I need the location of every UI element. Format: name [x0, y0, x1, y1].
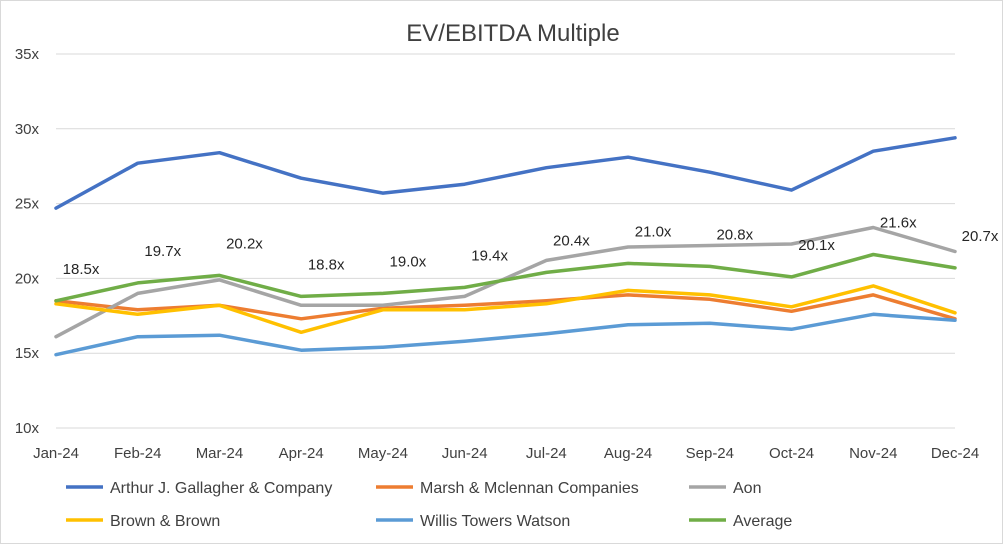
x-tick-label: Jul-24 [526, 445, 567, 462]
data-label: 20.1x [798, 237, 835, 254]
x-tick-label: May-24 [358, 445, 408, 462]
x-tick-label: Dec-24 [931, 445, 979, 462]
x-tick-label: Jan-24 [33, 445, 79, 462]
legend-entry: Aon [689, 480, 761, 497]
x-tick-label: Feb-24 [114, 445, 162, 462]
data-label: 20.4x [553, 232, 590, 249]
data-label: 19.4x [471, 247, 508, 264]
y-tick-label: 35x [15, 46, 40, 63]
y-tick-label: 20x [15, 270, 40, 287]
data-labels: 18.5x 19.7x 20.2x 18.8x 19.0x 19.4x 20.4x 21.0x… [63, 214, 999, 277]
series-line-willis-towers-watson [54, 312, 957, 357]
data-label: 21.0x [635, 223, 672, 240]
legend-label: Average [733, 513, 792, 530]
data-label: 20.7x [962, 228, 999, 245]
y-tick-label: 15x [15, 345, 40, 362]
y-tick-label: 30x [15, 121, 40, 138]
legend-entry: Willis Towers Watson [376, 513, 570, 530]
legend: Arthur J. Gallagher & Company Marsh & Mcl… [66, 480, 792, 530]
series-line-arthur-j-gallagher-company [54, 136, 957, 210]
legend-label: Aon [733, 480, 761, 497]
data-label: 18.5x [63, 261, 100, 278]
x-tick-label: Mar-24 [196, 445, 244, 462]
legend-entry: Brown & Brown [66, 513, 220, 530]
data-label: 19.0x [390, 253, 427, 270]
data-label: 21.6x [880, 214, 917, 231]
chart-title: EV/EBITDA Multiple [406, 20, 619, 47]
legend-entry: Average [689, 513, 792, 530]
axes: 10x 15x 20x 25x 30x 35x Jan-24 Feb-24 Mar-24 Apr-… [15, 46, 979, 462]
data-label: 20.2x [226, 235, 263, 252]
legend-entry: Arthur J. Gallagher & Company [66, 480, 332, 497]
y-tick-label: 25x [15, 196, 40, 213]
data-label: 20.8x [716, 226, 753, 243]
data-label: 19.7x [144, 243, 181, 260]
series-lines [54, 136, 957, 357]
series-line-brown-brown [54, 284, 957, 335]
legend-label: Brown & Brown [110, 513, 220, 530]
x-tick-label: Apr-24 [279, 445, 324, 462]
x-tick-label: Oct-24 [769, 445, 814, 462]
data-label: 18.8x [308, 256, 345, 273]
legend-label: Arthur J. Gallagher & Company [110, 480, 332, 497]
legend-label: Willis Towers Watson [420, 513, 570, 530]
x-tick-label: Sep-24 [686, 445, 734, 462]
legend-label: Marsh & Mclennan Companies [420, 480, 639, 497]
x-tick-label: Nov-24 [849, 445, 897, 462]
x-tick-label: Jun-24 [442, 445, 488, 462]
series-line-average [54, 252, 957, 303]
y-tick-label: 10x [15, 420, 40, 437]
legend-entry: Marsh & Mclennan Companies [376, 480, 639, 497]
x-tick-label: Aug-24 [604, 445, 652, 462]
